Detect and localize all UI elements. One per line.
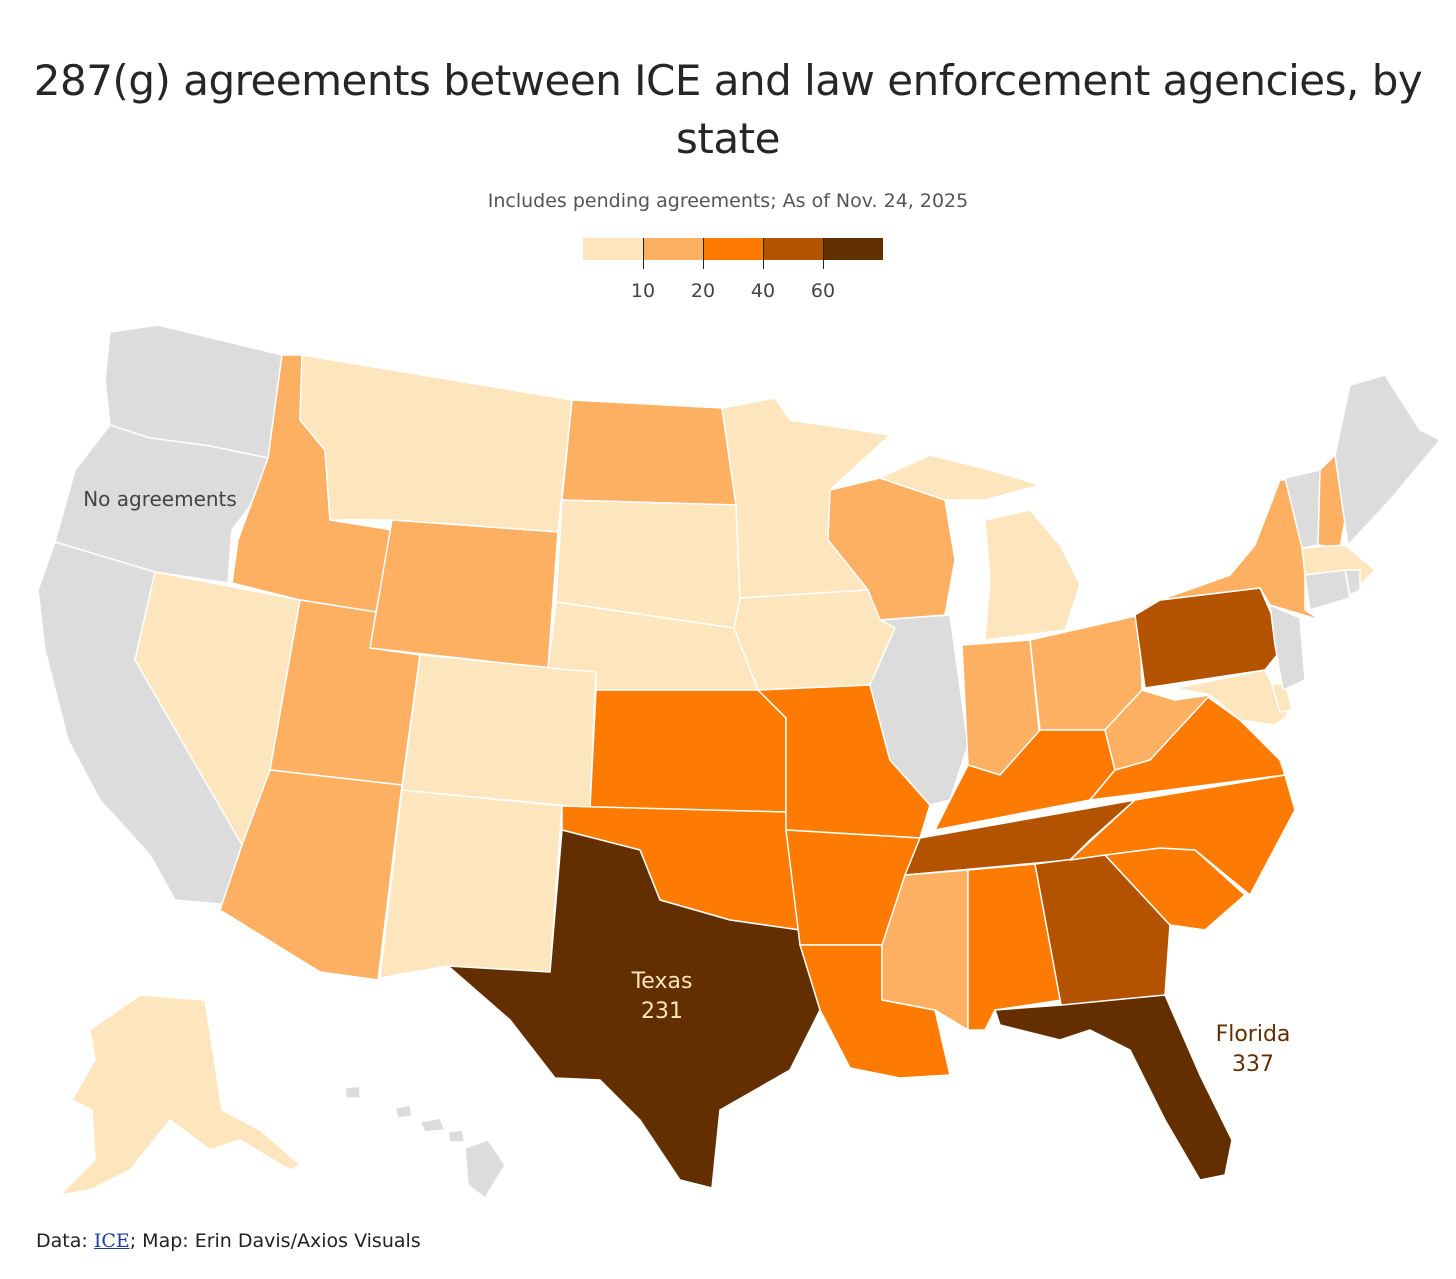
state-maine — [1334, 374, 1441, 546]
state-michigan — [984, 509, 1081, 641]
state-new-jersey — [1269, 604, 1306, 691]
state-iowa — [733, 589, 896, 691]
state-maryland — [1174, 669, 1289, 726]
state-texas — [447, 829, 821, 1189]
state-hawaii — [464, 1139, 506, 1199]
source-note: Data: ICE; Map: Erin Davis/Axios Visuals — [36, 1230, 421, 1252]
legend-tick-mark — [823, 238, 824, 269]
legend-bin-3 — [703, 238, 763, 260]
state-colorado — [401, 654, 597, 809]
state-oregon — [54, 424, 269, 584]
source-suffix: ; Map: Erin Davis/Axios Visuals — [129, 1230, 421, 1252]
state-north-dakota — [561, 399, 737, 506]
florida-value-label: 337 — [1232, 1052, 1274, 1077]
source-prefix: Data: — [36, 1230, 94, 1252]
state-hawaii-islands — [344, 1085, 466, 1143]
color-legend: 10 20 40 60 — [583, 238, 883, 308]
state-michigan-upper — [879, 454, 1041, 501]
legend-tick-mark — [703, 238, 704, 269]
legend-bin-1 — [583, 238, 643, 260]
legend-tick-label: 20 — [690, 280, 716, 302]
state-connecticut — [1304, 569, 1351, 611]
legend-tick-label: 10 — [630, 280, 656, 302]
legend-bin-5 — [823, 238, 883, 260]
legend-tick-mark — [643, 238, 644, 269]
legend-tick-mark — [763, 238, 764, 269]
state-florida — [994, 994, 1233, 1181]
state-rhode-island — [1344, 569, 1361, 596]
chart-title: 287(g) agreements between ICE and law en… — [33, 56, 1423, 163]
legend-tick-label: 60 — [810, 280, 836, 302]
legend-bin-4 — [763, 238, 823, 260]
state-north-carolina — [1069, 774, 1296, 896]
legend-tick-label: 40 — [750, 280, 776, 302]
state-new-mexico — [379, 789, 563, 979]
state-kansas — [589, 689, 787, 813]
state-alaska — [59, 994, 301, 1196]
state-illinois — [869, 614, 969, 806]
texas-value-label: 231 — [641, 999, 683, 1024]
texas-name-label: Texas — [631, 969, 693, 994]
state-montana — [299, 354, 573, 533]
legend-bin-2 — [643, 238, 703, 260]
florida-name-label: Florida — [1216, 1022, 1291, 1047]
state-delaware — [1271, 681, 1293, 713]
no-agreements-label: No agreements — [83, 487, 237, 511]
chart-subtitle: Includes pending agreements; As of Nov. … — [487, 190, 969, 212]
source-link-ice[interactable]: ICE — [93, 1230, 130, 1252]
state-wyoming — [369, 519, 559, 669]
